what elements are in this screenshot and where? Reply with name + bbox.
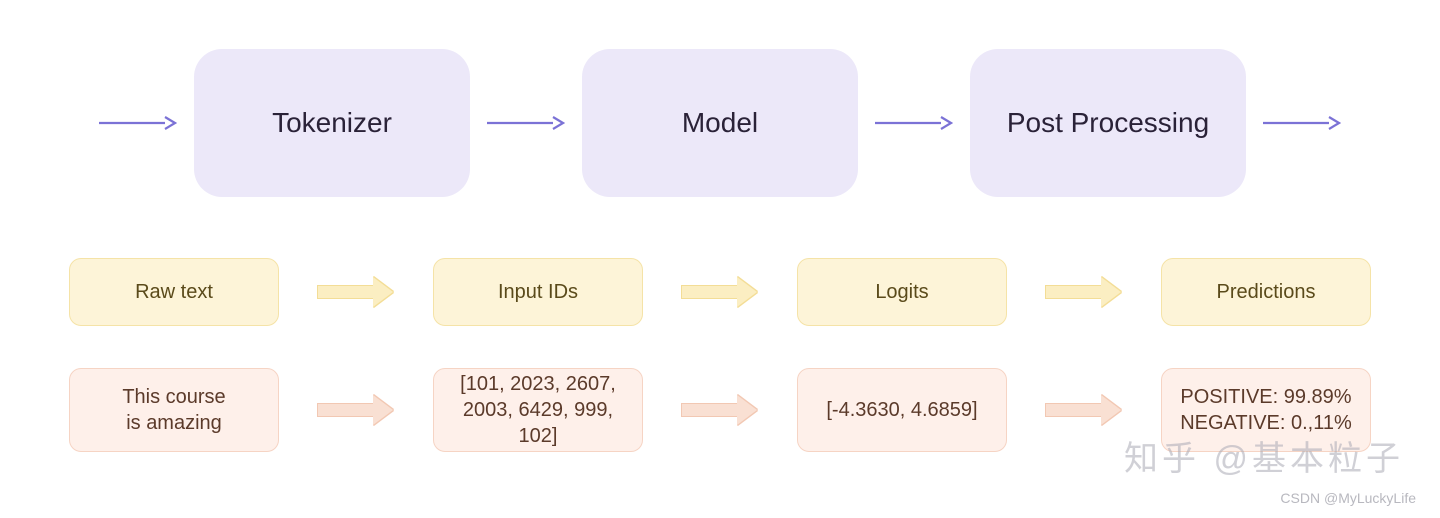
arrow-logits-to-preds: [1007, 277, 1161, 307]
example-logits: [-4.3630, 4.6859]: [797, 368, 1007, 452]
arrow-raw-to-ids: [279, 277, 433, 307]
arrow-right-icon: [1263, 115, 1341, 131]
example-raw-line1: This course: [122, 384, 225, 410]
label-input-ids: Input IDs: [433, 258, 643, 326]
example-input-ids: [101, 2023, 2607, 2003, 6429, 999, 102]: [433, 368, 643, 452]
example-raw-text: This course is amazing: [69, 368, 279, 452]
stage-tokenizer: Tokenizer: [194, 49, 470, 197]
arrow-out-of-post: [1246, 115, 1358, 131]
arrow-right-icon: [99, 115, 177, 131]
label-raw-text: Raw text: [69, 258, 279, 326]
fat-arrow-right-icon: [1045, 395, 1123, 425]
arrow-into-tokenizer: [82, 115, 194, 131]
example-preds-line2: NEGATIVE: 0.,11%: [1180, 410, 1352, 436]
stage-post-processing: Post Processing: [970, 49, 1246, 197]
arrow-ex-raw-to-ids: [279, 395, 433, 425]
arrow-ex-logits-to-preds: [1007, 395, 1161, 425]
watermark-csdn: CSDN @MyLuckyLife: [1280, 490, 1416, 506]
example-raw-line2: is amazing: [126, 410, 222, 436]
labels-row: Raw text Input IDs Logits Predictions: [0, 258, 1440, 326]
fat-arrow-right-icon: [1045, 277, 1123, 307]
arrow-right-icon: [875, 115, 953, 131]
example-preds-line1: POSITIVE: 99.89%: [1180, 384, 1351, 410]
stage-model: Model: [582, 49, 858, 197]
example-ids-line1: [101, 2023, 2607,: [460, 371, 616, 397]
arrow-ids-to-logits: [643, 277, 797, 307]
fat-arrow-right-icon: [317, 395, 395, 425]
fat-arrow-right-icon: [681, 277, 759, 307]
fat-arrow-right-icon: [317, 277, 395, 307]
arrow-ex-ids-to-logits: [643, 395, 797, 425]
example-ids-line2: 2003, 6429, 999, 102]: [444, 397, 632, 449]
label-logits: Logits: [797, 258, 1007, 326]
label-predictions: Predictions: [1161, 258, 1371, 326]
fat-arrow-right-icon: [681, 395, 759, 425]
example-row: This course is amazing [101, 2023, 2607,…: [0, 368, 1440, 452]
example-predictions: POSITIVE: 99.89% NEGATIVE: 0.,11%: [1161, 368, 1371, 452]
pipeline-stages-row: Tokenizer Model Post Processing: [0, 48, 1440, 198]
arrow-model-to-post: [858, 115, 970, 131]
arrow-tokenizer-to-model: [470, 115, 582, 131]
arrow-right-icon: [487, 115, 565, 131]
